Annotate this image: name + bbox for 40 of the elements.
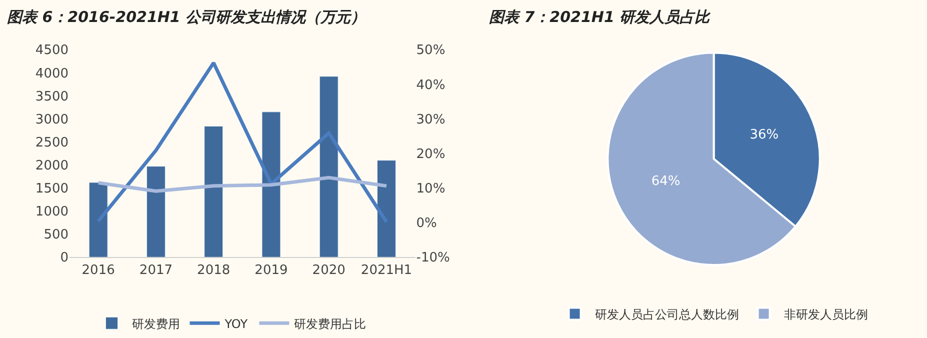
bar (319, 76, 338, 258)
legend-label: 非研发人员比例 (784, 307, 868, 322)
x-tick-label: 2018 (197, 262, 230, 278)
x-tick-label: 2016 (82, 262, 115, 278)
y2-tick-label: 10% (416, 182, 446, 197)
x-tick-label: 2017 (139, 262, 173, 278)
legend-label: YOY (224, 316, 248, 331)
y2-tick-label: 0% (416, 216, 437, 232)
bar (146, 166, 166, 258)
bar (377, 160, 396, 258)
y2-tick-label: 20% (416, 146, 446, 162)
y2-tick-label: 30% (416, 112, 446, 128)
x-tick-label: 2021H1 (360, 262, 412, 278)
y-tick-label: 3000 (35, 112, 69, 128)
y2-tick-label: 50% (416, 43, 446, 58)
y-tick-label: 4000 (35, 66, 69, 82)
y2-tick-label: -10% (416, 250, 450, 266)
y-tick-label: 1500 (35, 182, 69, 197)
line-series (96, 176, 388, 193)
bar (204, 126, 224, 258)
x-tick-label: 2019 (254, 262, 288, 278)
data-label: 64% (651, 174, 680, 189)
legend-label: 研发费用 (132, 316, 180, 331)
y-tick-label: 500 (44, 228, 69, 243)
line-series (96, 61, 388, 224)
legend-label: 研发人员占公司总人数比例 (594, 307, 739, 322)
y2-tick-label: 40% (416, 78, 446, 93)
chart-title: 图表 7：2021H1 研发人员占比 (489, 8, 712, 26)
y-tick-label: 2500 (35, 135, 69, 150)
chart-title: 图表 6：2016-2021H1 公司研发支出情况（万元） (7, 8, 366, 26)
bar (262, 112, 281, 258)
x-tick-label: 2020 (312, 262, 346, 278)
legend-label: 研发费用占比 (294, 316, 366, 331)
y-tick-label: 2000 (35, 158, 69, 174)
y-tick-label: 0 (60, 250, 69, 266)
y-tick-label: 1000 (35, 204, 69, 220)
y-tick-label: 3500 (35, 89, 69, 104)
y-tick-label: 4500 (35, 43, 69, 58)
bar (88, 182, 108, 258)
data-label: 36% (750, 128, 779, 143)
